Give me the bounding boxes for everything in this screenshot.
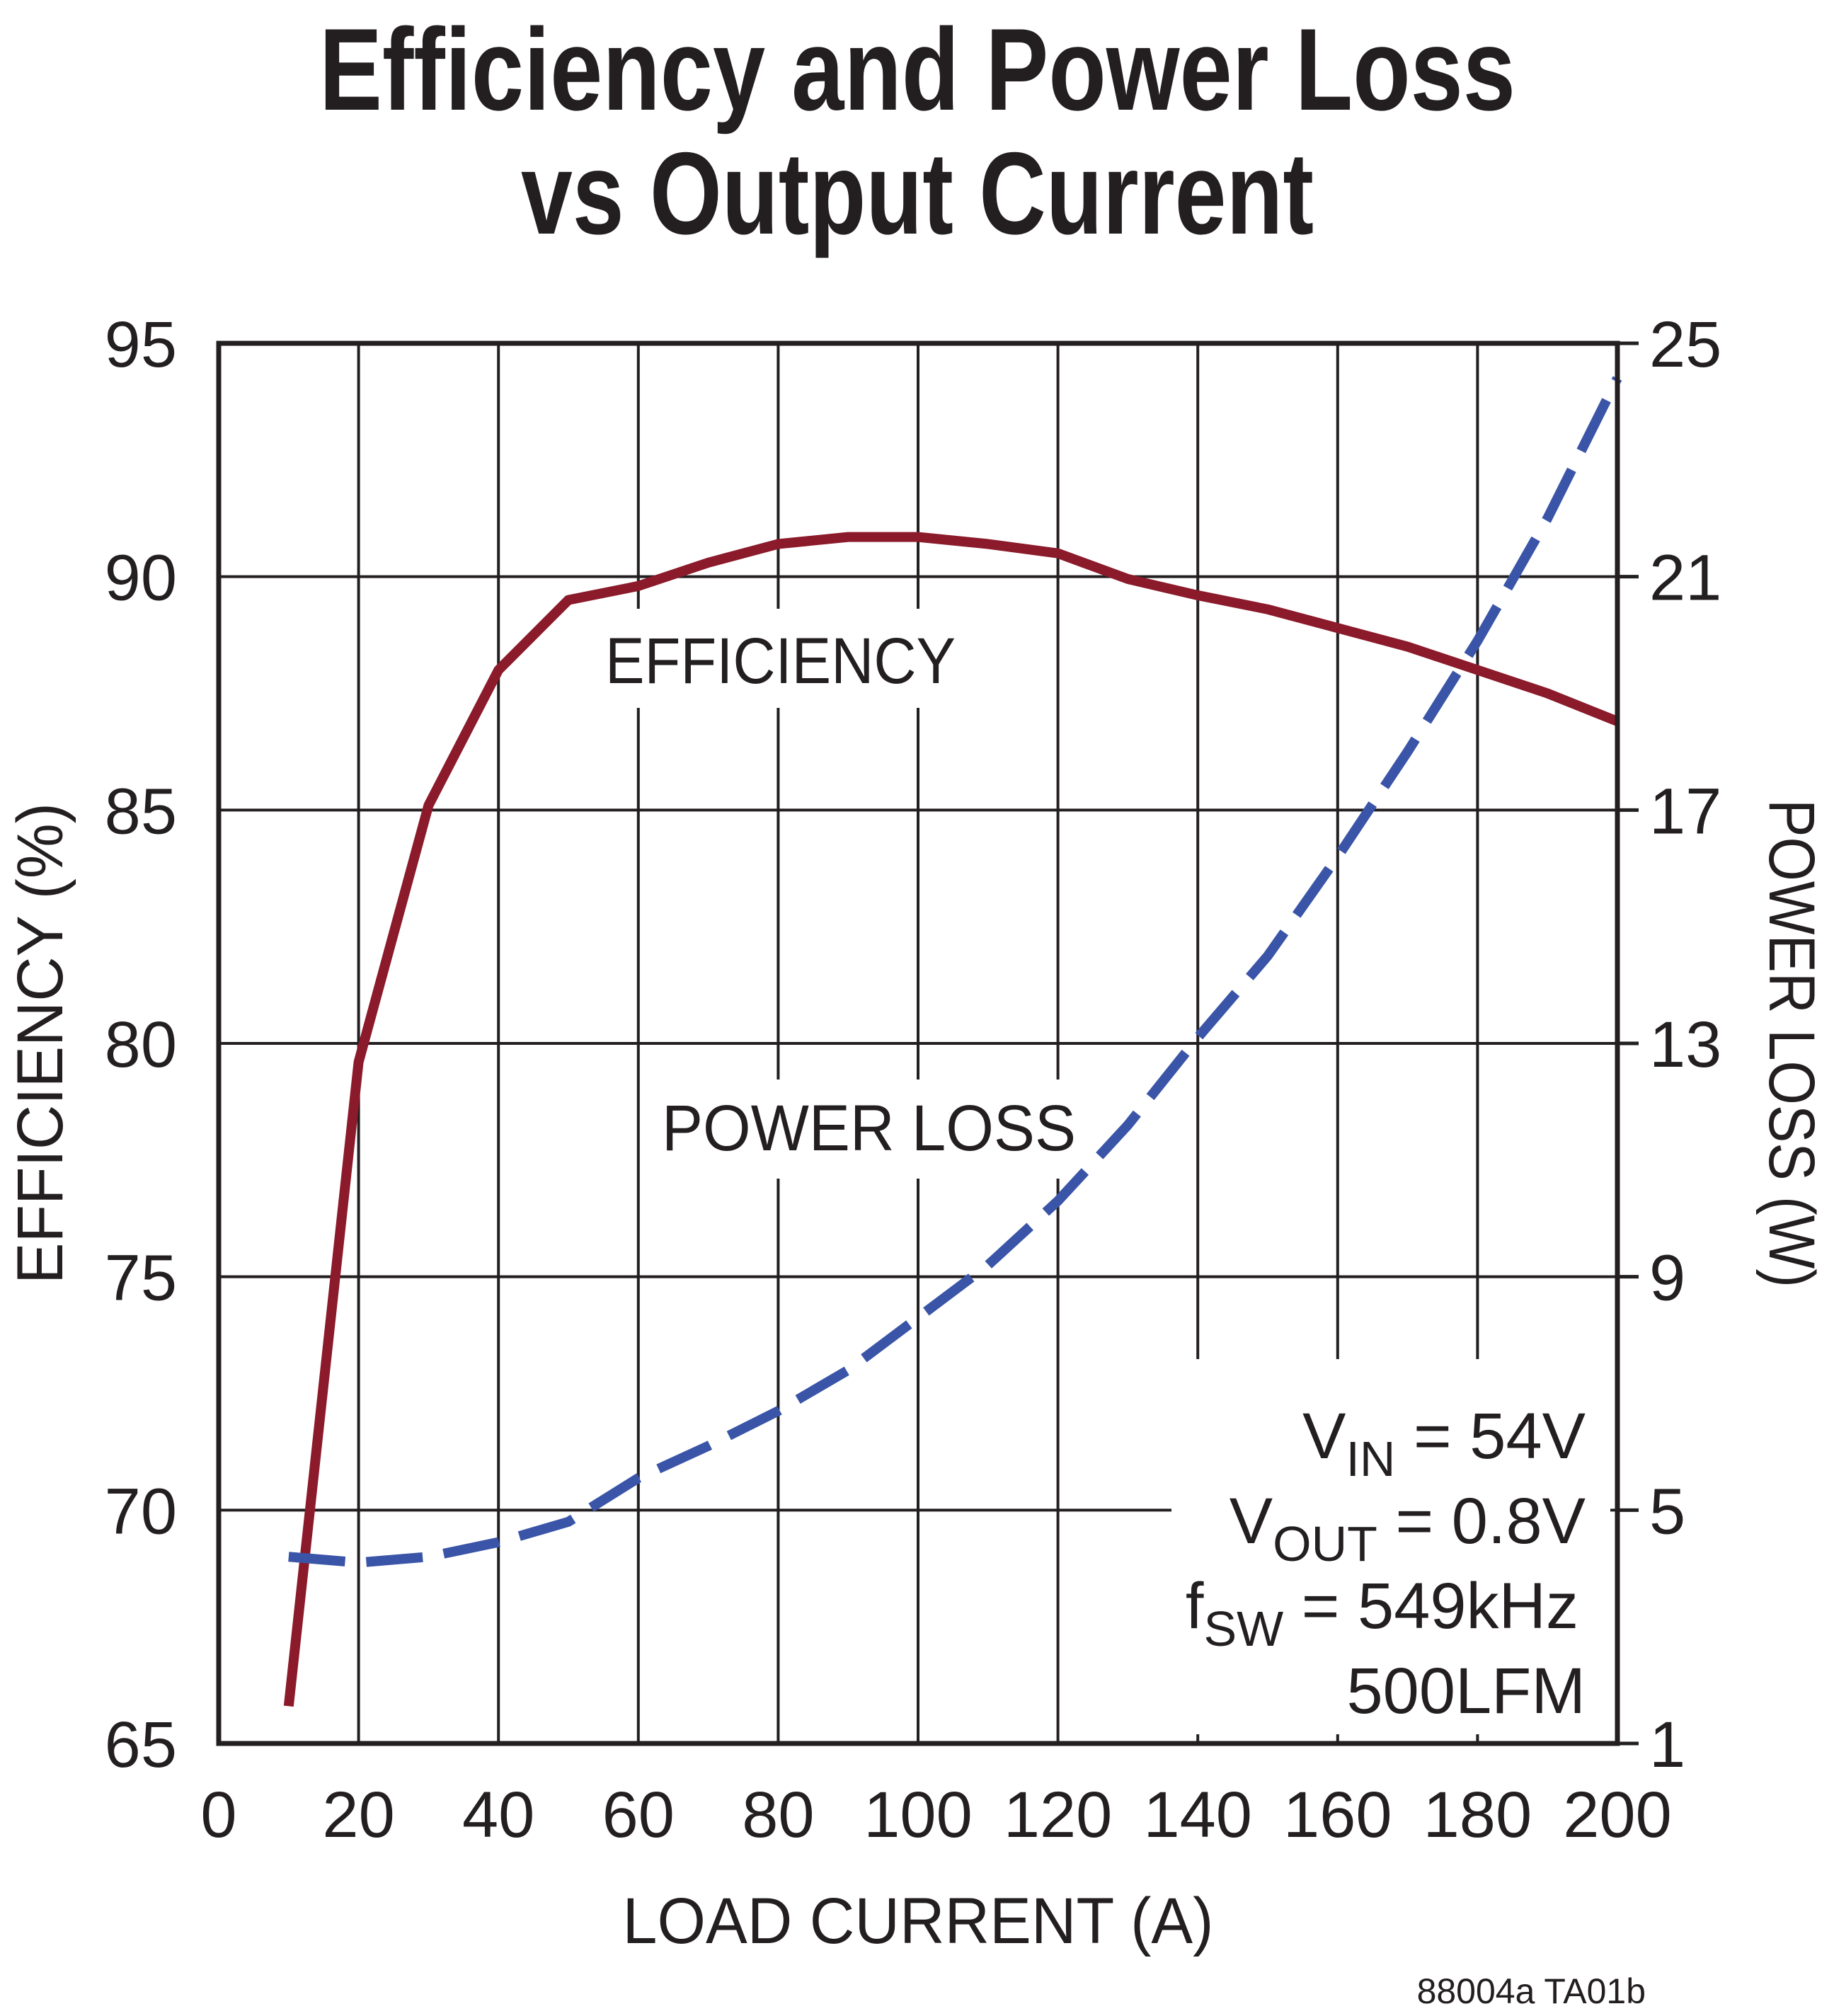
x-tick-label: 140	[1143, 1779, 1252, 1851]
series-layer	[283, 376, 1622, 1707]
x-axis-label: LOAD CURRENT (A)	[623, 1885, 1214, 1957]
x-tick-label: 200	[1563, 1779, 1672, 1851]
chart-title-line-2: vs Output Current	[521, 128, 1314, 258]
y-right-tick-label: 21	[1649, 542, 1721, 614]
series-line-efficiency	[283, 532, 1620, 1707]
x-tick-label: 0	[200, 1779, 236, 1851]
y-right-tick-label: 13	[1649, 1009, 1721, 1081]
y-right-tick-label: 9	[1649, 1242, 1685, 1315]
series-label-power-loss: POWER LOSS	[662, 1092, 1076, 1164]
x-tick-label: 120	[1004, 1779, 1113, 1851]
ticks: 0 20 40 60 80 100 120 140 160 180 200 65 70 75 80 85 90 9…	[105, 309, 1722, 1851]
grid	[219, 343, 1617, 1743]
annotation-airflow: 500LFM	[1347, 1655, 1586, 1727]
x-tick-label: 180	[1423, 1779, 1532, 1851]
annotation-vin: VIN = 54V	[1302, 1400, 1586, 1487]
label-gaps	[598, 609, 1610, 1734]
y-right-tick-label: 1	[1649, 1709, 1685, 1781]
series-line-power-loss	[288, 376, 1622, 1568]
x-tick-label: 60	[602, 1779, 675, 1851]
x-tick-label: 80	[742, 1779, 814, 1851]
x-tick-label: 160	[1283, 1779, 1392, 1851]
y-left-tick-label: 90	[105, 542, 177, 614]
x-tick-label: 40	[462, 1779, 534, 1851]
y-axis-left-label: EFFICIENCY (%)	[4, 803, 76, 1284]
y-right-tick-label: 25	[1649, 309, 1721, 381]
chart-title-line-1: Efficiency and Power Loss	[319, 4, 1515, 134]
x-tick-label: 20	[322, 1779, 394, 1851]
y-left-tick-label: 65	[105, 1709, 177, 1781]
annotation-fsw: fSW = 549kHz	[1186, 1570, 1578, 1656]
annotation-vout: VOUT = 0.8V	[1230, 1485, 1586, 1571]
x-tick-label: 100	[864, 1779, 973, 1851]
y-right-tick-label: 17	[1649, 775, 1721, 847]
y-left-tick-label: 85	[105, 775, 177, 847]
y-left-tick-label: 80	[105, 1009, 177, 1081]
y-left-tick-label: 75	[105, 1242, 177, 1315]
footnote: 88004a TA01b	[1417, 1971, 1646, 2011]
y-left-tick-label: 70	[105, 1475, 177, 1547]
series-label-efficiency: EFFICIENCY	[605, 625, 956, 697]
y-axis-right-label: POWER LOSS (W)	[1755, 799, 1828, 1288]
y-right-tick-label: 5	[1649, 1475, 1685, 1547]
y-left-tick-label: 95	[105, 309, 177, 381]
